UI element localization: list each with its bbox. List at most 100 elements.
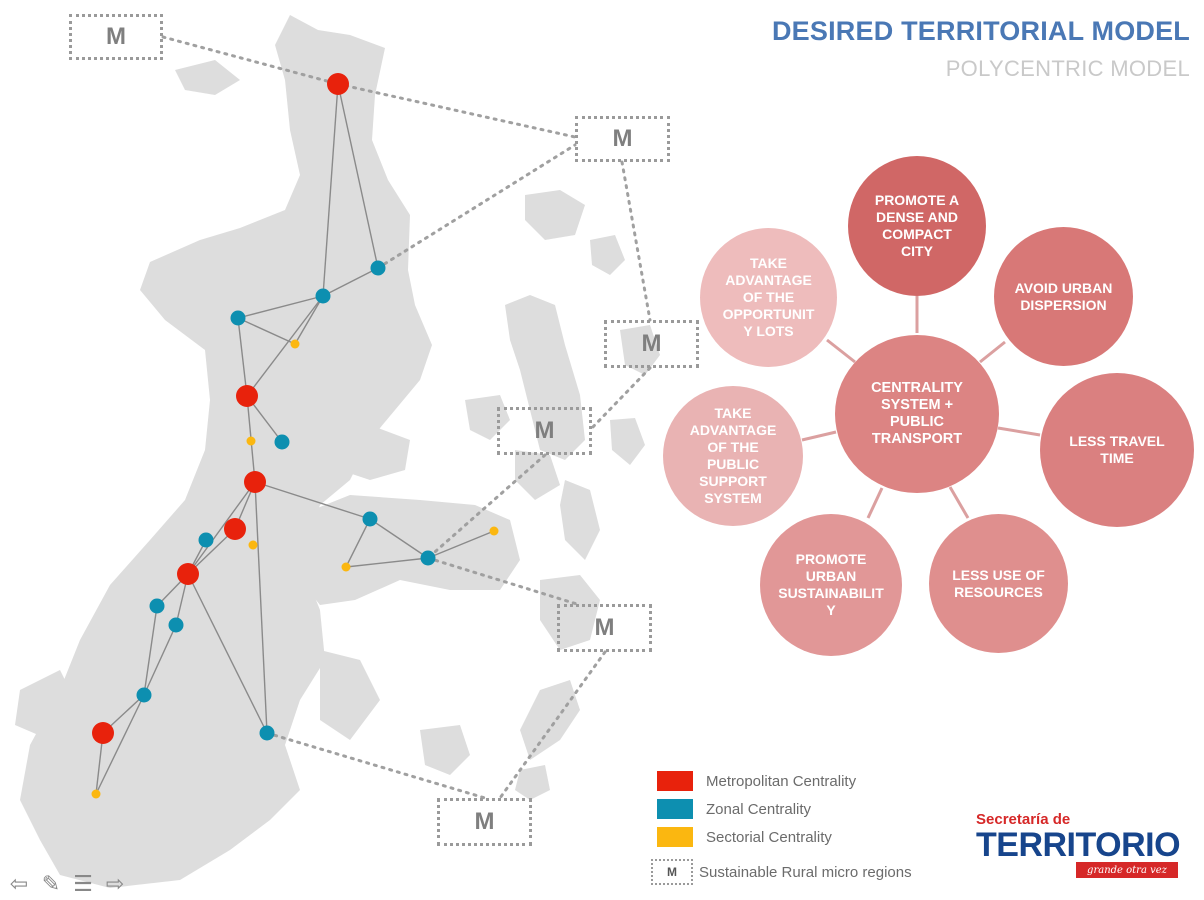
sectorial-node: [290, 339, 300, 349]
main-landmass: [20, 15, 432, 888]
petal-link: [979, 340, 1006, 364]
petal-link: [997, 426, 1041, 437]
petal-link: [866, 487, 884, 519]
network-link: [322, 267, 379, 297]
connector: [265, 731, 487, 800]
network-link: [246, 295, 324, 397]
legend-sectorial: Sectorial Centrality: [657, 827, 832, 847]
network-link: [95, 694, 145, 795]
east-bay-land: [330, 425, 410, 480]
petal-public-support: TAKE ADVANTAGE OF THE PUBLIC SUPPORT SYS…: [663, 386, 803, 526]
petal-less-resources: LESS USE OF RESOURCES: [929, 514, 1068, 653]
zonal-node: [230, 310, 246, 326]
connector: [376, 143, 577, 270]
logo-top-text: Secretaría de: [976, 811, 1071, 828]
zonal-node: [136, 687, 152, 703]
east-island-long: [505, 295, 585, 460]
connector: [426, 556, 582, 607]
metropolitan-swatch: [657, 771, 693, 791]
zonal-node: [274, 434, 290, 450]
zonal-node: [370, 260, 386, 276]
connector: [620, 160, 652, 322]
legend-label: Sectorial Centrality: [706, 828, 832, 846]
network-link: [143, 624, 177, 696]
south-land: [320, 650, 380, 740]
west-peninsula: [15, 670, 75, 740]
legend-zonal: Zonal Centrality: [657, 799, 811, 819]
zonal-node: [149, 598, 165, 614]
northeast-islands-2: [590, 235, 625, 275]
network-link: [427, 530, 495, 559]
sectorial-swatch: [657, 827, 693, 847]
secretaria-territorio-logo: Secretaría de TERRITORIO grande otra vez: [976, 811, 1181, 880]
network-link: [369, 518, 429, 559]
network-link: [237, 317, 248, 397]
metropolitan-node: [236, 385, 258, 407]
central-island: [300, 495, 520, 605]
logo-main-text: TERRITORIO: [976, 826, 1181, 864]
page-subtitle: POLYCENTRIC MODEL: [945, 56, 1190, 81]
centrality-network: [95, 83, 495, 795]
metropolitan-node: [92, 722, 114, 744]
network-link: [294, 295, 324, 345]
connector: [588, 366, 652, 432]
south-island: [420, 725, 470, 775]
sectorial-node: [489, 526, 499, 536]
petal-opportunity-lots: TAKE ADVANTAGE OF THE OPPORTUNIT Y LOTS: [700, 228, 837, 367]
slide-navigation: ⇦ ✎ ☰ ⇨: [6, 871, 128, 897]
east-island-small-2: [515, 450, 560, 500]
legend-label: Zonal Centrality: [706, 800, 812, 818]
micro-region-box: M: [497, 407, 592, 455]
zonal-node: [259, 725, 275, 741]
network-link: [322, 83, 339, 297]
northwest-islet: [175, 60, 240, 95]
northeast-islands: [525, 190, 585, 240]
zonal-node: [168, 617, 184, 633]
network-link: [237, 317, 296, 345]
petal-link: [801, 430, 837, 442]
logo-tagline: grande otra vez: [1076, 862, 1178, 878]
land-masses: [15, 15, 660, 888]
metropolitan-node: [327, 73, 349, 95]
southeast-island-1: [540, 575, 600, 650]
micro-region-box: M: [604, 320, 699, 368]
network-link: [254, 481, 268, 734]
network-link: [187, 573, 268, 734]
menu-icon[interactable]: ☰: [73, 871, 93, 897]
network-link: [254, 481, 371, 520]
network-link: [143, 605, 158, 696]
connector: [336, 82, 577, 139]
legend-label: Sustainable Rural micro regions: [699, 863, 912, 881]
zonal-node: [362, 511, 378, 527]
metropolitan-node: [177, 563, 199, 585]
legend-micro: M Sustainable Rural micro regions: [651, 859, 912, 885]
micro-region-box: M: [575, 116, 670, 162]
petal-link: [826, 338, 856, 364]
east-island-small-3: [560, 480, 600, 560]
back-arrow-icon[interactable]: ⇦: [9, 871, 29, 897]
sectorial-node: [341, 562, 351, 572]
petal-urban-sustainability: PROMOTE URBAN SUSTAINABILIT Y: [760, 514, 902, 656]
zonal-swatch: [657, 799, 693, 819]
zonal-node: [420, 550, 436, 566]
center-circle: CENTRALITY SYSTEM + PUBLIC TRANSPORT: [835, 335, 999, 493]
metropolitan-node: [224, 518, 246, 540]
sectorial-node: [248, 540, 258, 550]
forward-arrow-icon[interactable]: ⇨: [105, 871, 125, 897]
sectorial-node: [91, 789, 101, 799]
connector: [161, 35, 340, 86]
legend-metropolitan: Metropolitan Centrality: [657, 771, 856, 791]
pen-icon[interactable]: ✎: [41, 871, 61, 897]
centrality-nodes: [91, 73, 499, 799]
southeast-island-2: [520, 680, 580, 760]
east-island-small-5: [620, 325, 660, 375]
network-link: [187, 481, 256, 575]
connector: [426, 453, 547, 560]
metropolitan-node: [244, 471, 266, 493]
petal-avoid-dispersion: AVOID URBAN DISPERSION: [994, 227, 1133, 366]
micro-region-box: M: [69, 14, 163, 60]
micro-swatch: M: [651, 859, 693, 885]
network-link: [337, 83, 379, 269]
network-link: [345, 557, 429, 568]
